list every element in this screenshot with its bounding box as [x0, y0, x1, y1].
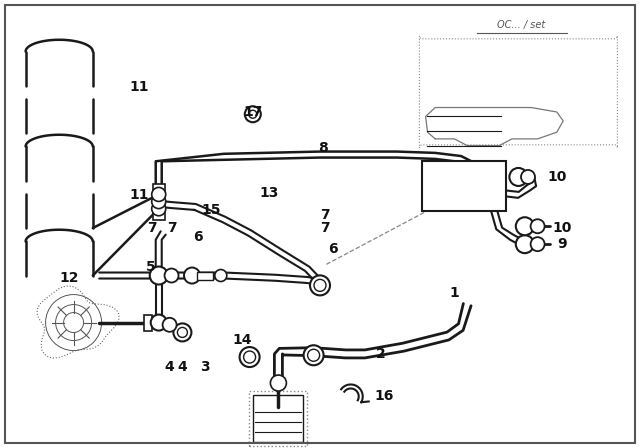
- Text: 3: 3: [200, 360, 210, 375]
- Text: 6: 6: [193, 230, 204, 245]
- Circle shape: [184, 267, 200, 284]
- Circle shape: [173, 323, 191, 341]
- Circle shape: [244, 351, 255, 363]
- Circle shape: [310, 276, 330, 295]
- Text: 7: 7: [320, 208, 330, 222]
- Bar: [253, 396, 303, 442]
- Text: 7: 7: [166, 221, 177, 236]
- Circle shape: [215, 270, 227, 281]
- Text: 5: 5: [145, 259, 156, 274]
- Text: OC... / set: OC... / set: [497, 20, 546, 30]
- Circle shape: [151, 314, 166, 331]
- Circle shape: [150, 267, 168, 284]
- Circle shape: [516, 217, 534, 235]
- Text: 14: 14: [232, 333, 252, 348]
- Bar: [153, 184, 164, 220]
- Circle shape: [177, 327, 188, 337]
- Text: 15: 15: [202, 202, 221, 217]
- Text: 12: 12: [60, 271, 79, 285]
- Bar: [422, 161, 506, 211]
- Text: 17: 17: [243, 105, 262, 119]
- Circle shape: [152, 194, 166, 209]
- Circle shape: [521, 170, 535, 184]
- Bar: [197, 271, 212, 280]
- Circle shape: [164, 268, 179, 283]
- Circle shape: [303, 345, 324, 365]
- Circle shape: [249, 110, 257, 118]
- Text: 4: 4: [177, 360, 188, 375]
- Text: 13: 13: [259, 185, 278, 200]
- Circle shape: [516, 235, 534, 253]
- Text: 10: 10: [547, 170, 566, 184]
- Text: 10: 10: [552, 221, 572, 236]
- Text: 16: 16: [374, 389, 394, 404]
- Circle shape: [314, 280, 326, 291]
- Circle shape: [152, 187, 166, 202]
- Circle shape: [531, 219, 545, 233]
- Circle shape: [270, 375, 287, 391]
- Circle shape: [239, 347, 260, 367]
- Text: 8: 8: [318, 141, 328, 155]
- Bar: [145, 314, 152, 331]
- Circle shape: [163, 318, 177, 332]
- Circle shape: [308, 349, 319, 361]
- Text: 1: 1: [449, 286, 460, 301]
- Circle shape: [152, 202, 166, 216]
- Text: 4: 4: [164, 360, 175, 375]
- Text: 9: 9: [557, 237, 567, 251]
- Circle shape: [531, 237, 545, 251]
- Circle shape: [245, 106, 261, 122]
- Circle shape: [509, 168, 527, 186]
- Text: 2: 2: [376, 347, 386, 361]
- Text: 11: 11: [130, 80, 149, 95]
- Text: 11: 11: [130, 188, 149, 202]
- Text: 7: 7: [320, 221, 330, 236]
- Text: 7: 7: [147, 221, 157, 236]
- Text: 6: 6: [328, 241, 338, 256]
- Bar: [250, 392, 307, 446]
